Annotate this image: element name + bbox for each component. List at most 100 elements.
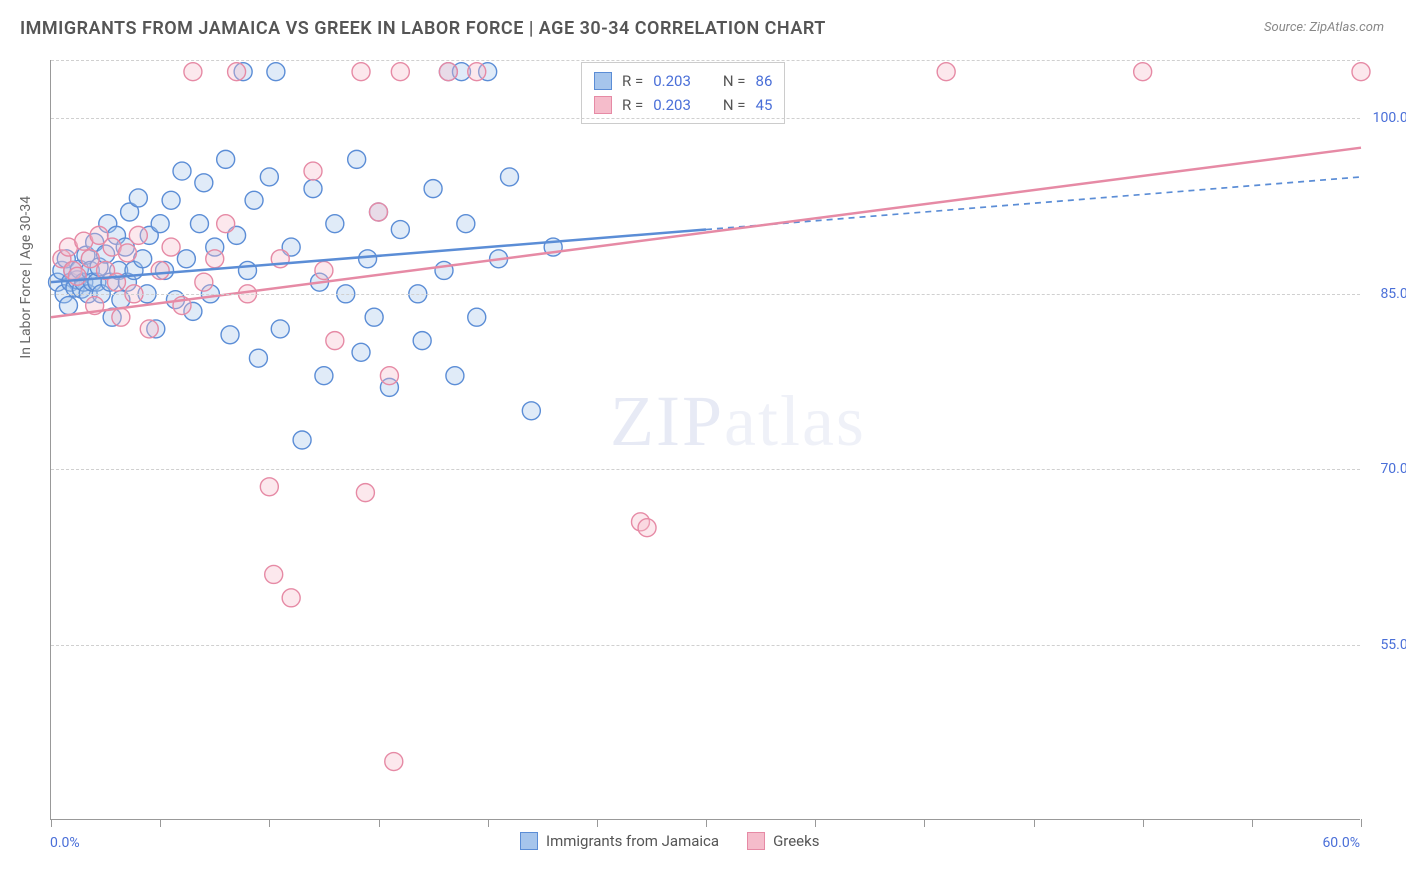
gridline: [51, 294, 1360, 295]
r-label: R =: [622, 93, 643, 117]
data-point: [151, 215, 169, 233]
x-tick: [160, 819, 161, 827]
data-point: [365, 308, 383, 326]
source-label: Source: ZipAtlas.com: [1264, 20, 1384, 35]
data-point: [228, 63, 246, 81]
data-point: [446, 367, 464, 385]
data-point: [424, 180, 442, 198]
data-point: [206, 250, 224, 268]
x-tick: [924, 819, 925, 827]
r-value: 0.203: [653, 93, 691, 117]
source-name: ZipAtlas.com: [1309, 20, 1384, 35]
data-point: [260, 168, 278, 186]
legend-item: Immigrants from Jamaica: [520, 832, 719, 850]
data-point: [356, 484, 374, 502]
x-axis-label-min: 0.0%: [50, 835, 80, 851]
legend-swatch: [594, 96, 612, 114]
y-tick-label: 55.0%: [1380, 637, 1406, 653]
legend-swatch: [747, 832, 765, 850]
x-tick: [379, 819, 380, 827]
x-tick: [51, 819, 52, 827]
data-point: [326, 215, 344, 233]
data-point: [184, 63, 202, 81]
x-tick: [815, 819, 816, 827]
data-point: [267, 63, 285, 81]
gridline: [51, 60, 1360, 61]
data-point: [162, 191, 180, 209]
data-point: [151, 261, 169, 279]
data-point: [129, 226, 147, 244]
data-point: [140, 320, 158, 338]
data-point: [112, 308, 130, 326]
data-point: [217, 150, 235, 168]
data-point: [352, 343, 370, 361]
legend-row: R = 0.203 N = 45: [594, 93, 772, 117]
data-point: [260, 478, 278, 496]
x-tick: [597, 819, 598, 827]
n-value: 86: [756, 69, 773, 93]
r-label: R =: [622, 69, 643, 93]
legend-label: Greeks: [773, 832, 819, 850]
y-axis-title: In Labor Force | Age 30-34: [18, 196, 34, 359]
data-point: [118, 244, 136, 262]
data-point: [177, 250, 195, 268]
legend-swatch: [594, 72, 612, 90]
x-tick: [1252, 819, 1253, 827]
data-point: [468, 63, 486, 81]
legend-row: R =0.203N =86: [594, 69, 772, 93]
source-prefix: Source:: [1264, 20, 1309, 35]
n-value: 45: [756, 93, 773, 117]
data-point: [370, 203, 388, 221]
trend-line-extended: [706, 177, 1361, 230]
r-value: 0.203: [653, 69, 691, 93]
data-point: [638, 519, 656, 537]
y-tick-label: 70.0%: [1380, 461, 1406, 477]
data-point: [129, 189, 147, 207]
legend-swatch: [520, 832, 538, 850]
data-point: [271, 320, 289, 338]
data-point: [439, 63, 457, 81]
trend-line: [51, 148, 1361, 318]
x-tick: [1361, 819, 1362, 827]
gridline: [51, 118, 1360, 119]
data-point: [1134, 63, 1152, 81]
correlation-legend: R = 0.203 N = 86R = 0.203 N = 45: [581, 62, 785, 124]
data-point: [391, 221, 409, 239]
chart-title: IMMIGRANTS FROM JAMAICA VS GREEK IN LABO…: [20, 18, 826, 39]
y-tick-label: 100.0%: [1373, 110, 1406, 126]
data-point: [239, 261, 257, 279]
data-point: [81, 250, 99, 268]
data-point: [380, 367, 398, 385]
data-point: [304, 180, 322, 198]
data-point: [522, 402, 540, 420]
data-point: [293, 431, 311, 449]
plot-area: R =0.203N =86R =0.203N =45 55.0%70.0%85.…: [50, 60, 1360, 820]
data-point: [221, 326, 239, 344]
data-point: [265, 565, 283, 583]
data-point: [195, 273, 213, 291]
y-tick-label: 85.0%: [1380, 286, 1406, 302]
legend-label: Immigrants from Jamaica: [546, 832, 719, 850]
series-legend: Immigrants from Jamaica Greeks: [520, 832, 819, 850]
data-point: [315, 367, 333, 385]
data-point: [326, 332, 344, 350]
data-point: [59, 297, 77, 315]
data-point: [468, 308, 486, 326]
data-point: [385, 753, 403, 771]
data-point: [68, 267, 86, 285]
n-label: N =: [723, 93, 746, 117]
x-tick: [269, 819, 270, 827]
data-point: [501, 168, 519, 186]
gridline: [51, 469, 1360, 470]
data-point: [190, 215, 208, 233]
data-point: [1352, 63, 1370, 81]
legend-item: Greeks: [747, 832, 819, 850]
x-tick: [1143, 819, 1144, 827]
data-point: [173, 162, 191, 180]
x-axis-label-max: 60.0%: [1322, 835, 1360, 851]
x-tick: [488, 819, 489, 827]
data-point: [359, 250, 377, 268]
data-point: [162, 238, 180, 256]
data-point: [304, 162, 322, 180]
data-point: [435, 261, 453, 279]
